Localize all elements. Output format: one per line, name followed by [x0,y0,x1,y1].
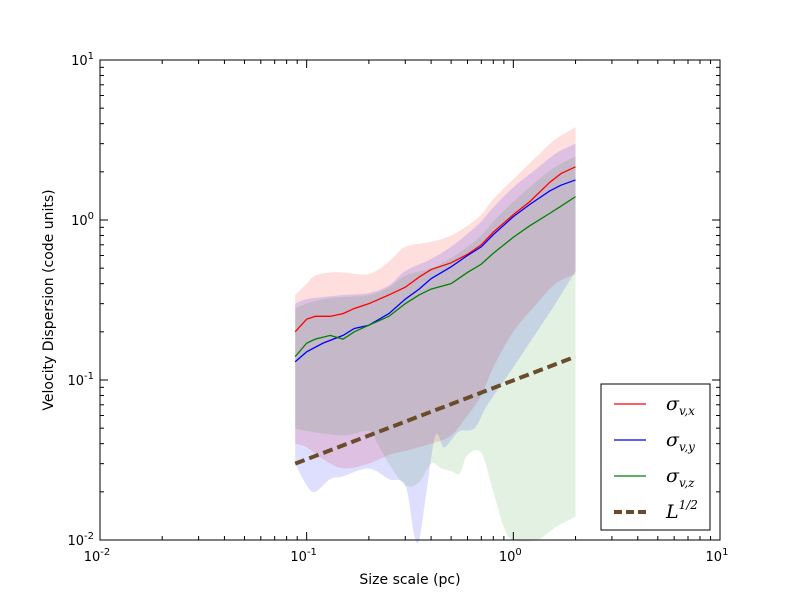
dispersion-bands [295,127,576,544]
legend-label: L1/2 [665,498,698,523]
legend-frame [600,383,711,531]
plot-frame [99,59,721,541]
x-tick-label: 10-1 [290,547,317,565]
dispersion-lines [294,166,576,363]
reference-line-l-half [294,354,577,466]
x-tick-label: 100 [499,547,522,565]
line-v-y [294,179,576,363]
y-tick-label: 100 [71,211,94,229]
band-v-z [295,156,576,542]
legend-label: σv,y [666,429,695,454]
legend-label: σv,x [666,393,695,418]
x-axis-ticks: 10-2 10-1 100 101 [84,60,729,565]
x-axis-label: Size scale (pc) [359,572,460,588]
x-tick-label: 101 [706,547,729,565]
band-v-x [295,127,576,469]
reference-line-group [294,354,577,466]
y-axis-ticks: 10-2 10-1 100 101 [67,51,720,549]
y-tick-label: 10-1 [67,371,94,389]
y-tick-label: 101 [71,51,94,69]
line-v-z [294,196,576,358]
y-axis-label: Velocity Dispersion (code units) [41,189,57,410]
legend: σv,x σv,y σv,z L1/2 [600,383,711,531]
legend-label: σv,z [666,465,695,490]
y-tick-label: 10-2 [67,531,94,549]
x-tick-label: 10-2 [84,547,111,565]
line-v-x [294,166,576,333]
